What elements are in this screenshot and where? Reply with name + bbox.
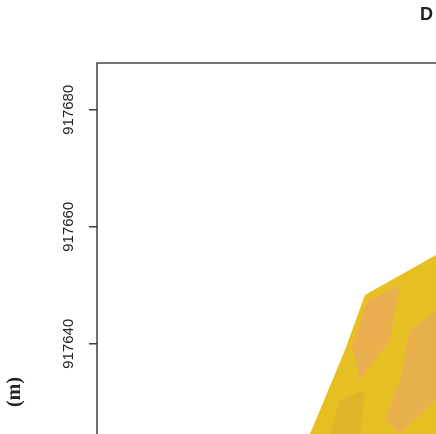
y-tick-label: 917680 [60, 85, 77, 135]
surface [310, 255, 436, 434]
chart-title: D [420, 4, 433, 24]
y-tick-label: 917660 [60, 202, 77, 252]
plot-frame [96, 62, 436, 434]
y-axis-label: (m) [3, 377, 25, 407]
y-tick-label: 917640 [60, 319, 77, 369]
